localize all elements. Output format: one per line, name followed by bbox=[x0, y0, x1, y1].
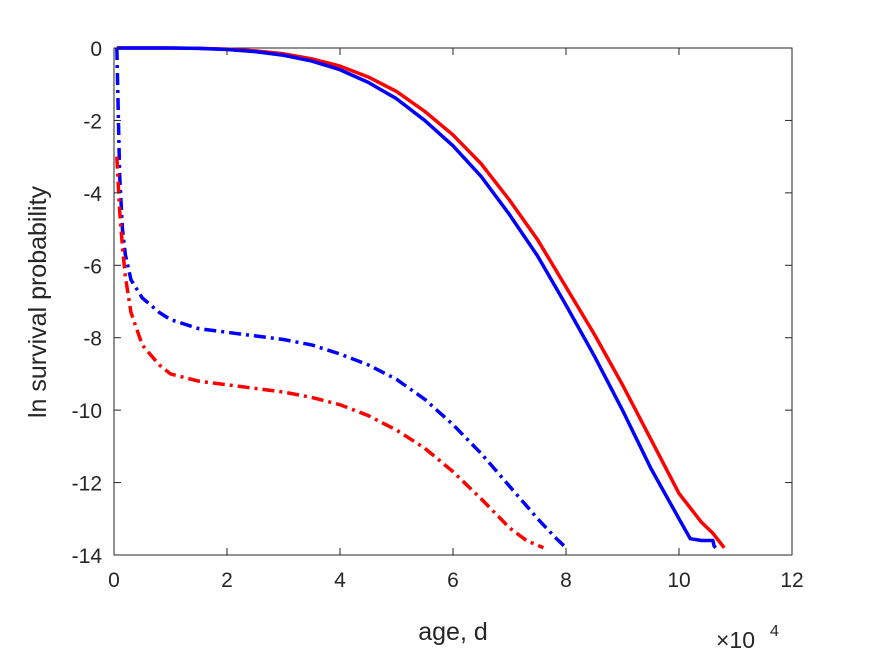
x-tick-label: 4 bbox=[334, 569, 346, 592]
y-tick-label: -6 bbox=[83, 255, 102, 278]
y-tick-label: -12 bbox=[72, 473, 102, 496]
y-tick-label: -2 bbox=[83, 110, 102, 133]
series-line-4 bbox=[115, 156, 545, 550]
x-exponent-base: ×10 bbox=[716, 627, 755, 653]
x-tick-label: 12 bbox=[780, 569, 803, 592]
plot-area bbox=[113, 47, 793, 556]
y-axis-label: ln survival probability bbox=[24, 185, 52, 418]
series-layer bbox=[115, 46, 726, 550]
x-tick-label: 6 bbox=[447, 569, 459, 592]
x-tick-label: 8 bbox=[560, 569, 572, 592]
tick-layer: 0 2 4 6 8 10 12 0 -2 -4 -6 -8 -10 -12 -14 bbox=[72, 38, 804, 592]
x-exponent-label: ×10 4 bbox=[716, 623, 779, 653]
y-tick-label: -14 bbox=[72, 545, 103, 568]
y-tick-label: 0 bbox=[90, 38, 102, 61]
x-exponent-power: 4 bbox=[770, 623, 779, 640]
y-tick-label: -10 bbox=[72, 400, 102, 423]
x-axis-label: age, d bbox=[418, 618, 488, 646]
series-line-2 bbox=[116, 46, 718, 549]
y-tick-label: -4 bbox=[83, 183, 102, 206]
x-tick-label: 10 bbox=[667, 569, 690, 592]
series-line-3 bbox=[115, 47, 568, 550]
y-tick-label: -8 bbox=[83, 328, 102, 351]
x-tick-label: 2 bbox=[221, 569, 233, 592]
x-tick-label: 0 bbox=[108, 569, 120, 592]
